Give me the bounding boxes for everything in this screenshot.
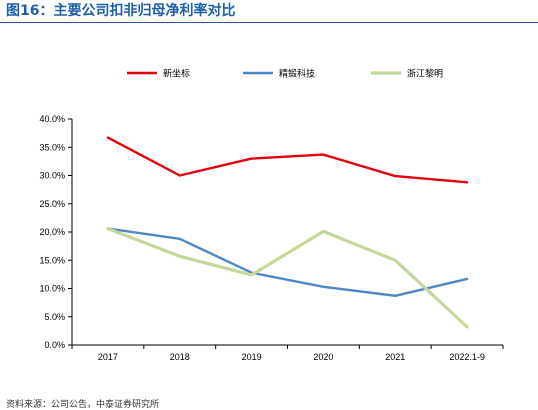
source-note: 资料来源：公司公告，中泰证券研究所 xyxy=(6,400,160,410)
x-tick-label: 2019 xyxy=(242,352,262,362)
series-line-3 xyxy=(106,227,469,329)
legend-label: 新坐标 xyxy=(163,68,190,80)
legend-label: 精锻科技 xyxy=(279,68,315,80)
title-divider xyxy=(0,22,538,23)
x-tick-label: 2021 xyxy=(385,352,405,362)
series-line-1 xyxy=(106,136,469,184)
y-tick-label: 20.0% xyxy=(39,227,65,237)
figure-title: 图16：主要公司扣非归母净利率对比 xyxy=(6,3,236,19)
x-tick-label: 2020 xyxy=(313,352,333,362)
x-tick-label: 2017 xyxy=(98,352,118,362)
x-tick-label: 2022.1-9 xyxy=(449,352,485,362)
y-tick-label: 5.0% xyxy=(44,312,65,322)
y-tick-label: 10.0% xyxy=(39,284,65,294)
y-tick-label: 40.0% xyxy=(39,114,65,124)
y-tick-label: 30.0% xyxy=(39,171,65,181)
legend-label: 浙江黎明 xyxy=(407,68,443,80)
x-tick-label: 2018 xyxy=(170,352,190,362)
series-line-2 xyxy=(106,227,469,297)
y-tick-label: 15.0% xyxy=(39,255,65,265)
y-tick-label: 25.0% xyxy=(39,199,65,209)
y-tick-label: 35.0% xyxy=(39,142,65,152)
y-tick-label: 0.0% xyxy=(44,340,65,350)
